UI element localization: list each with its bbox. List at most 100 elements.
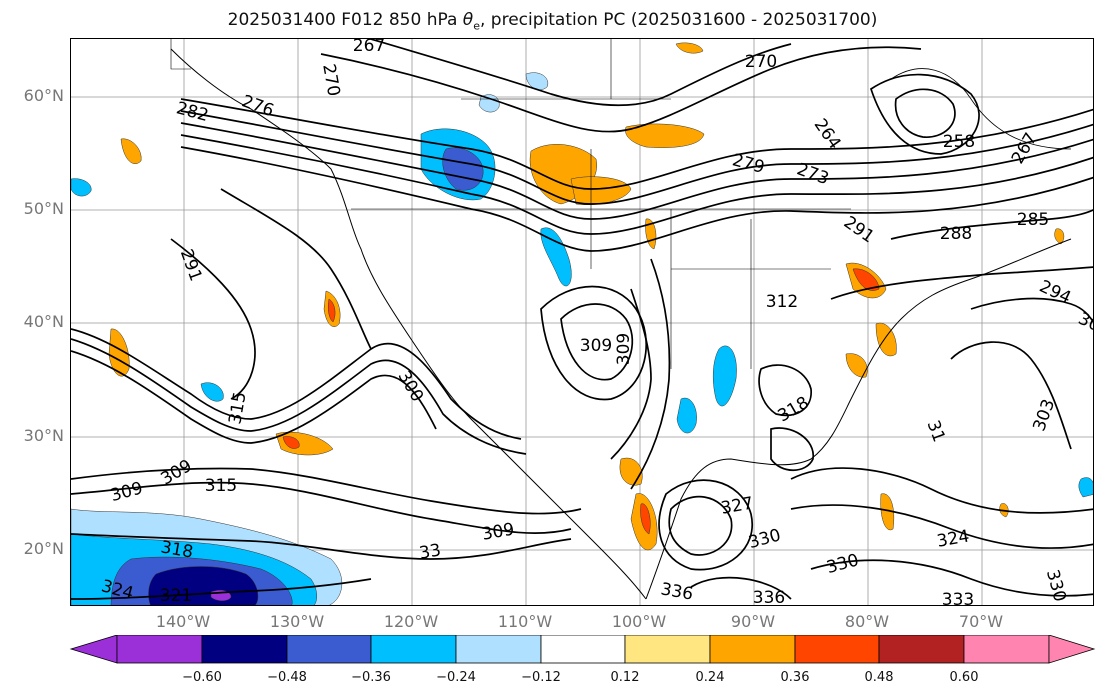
title-var-subscript: e <box>473 19 480 33</box>
colorbar-bin <box>540 635 626 664</box>
contour-label: 315 <box>205 476 237 496</box>
contour-line <box>71 328 522 440</box>
contour-line <box>71 350 437 444</box>
title-var-symbol: θ <box>462 10 474 30</box>
contour-line <box>658 479 754 571</box>
canada-borders <box>170 39 671 100</box>
lon-label-70w: 70°W <box>958 612 1004 631</box>
contour-label: 288 <box>940 224 972 244</box>
colorbar-bin <box>201 635 288 664</box>
colorbar-tick: −0.24 <box>436 670 476 685</box>
contour-label: 276 <box>239 91 276 121</box>
map-svg: 267 270 270 276 282 264 258 267 279 273 … <box>71 39 1094 606</box>
coastlines <box>170 39 1072 600</box>
colorbar-bin <box>963 635 1050 664</box>
contour-label: 30 <box>1075 309 1094 336</box>
contour-line <box>758 364 812 417</box>
lat-label-60n: 60°N <box>23 86 64 105</box>
contour-label: 309 <box>480 519 515 544</box>
colorbar-tick: 0.36 <box>780 670 810 685</box>
colorbar-extend-low <box>69 635 118 664</box>
colorbar-bin <box>286 635 372 664</box>
pc-positive-area <box>625 123 705 148</box>
contour-label: 336 <box>753 588 785 606</box>
lon-label-80w: 80°W <box>844 612 890 631</box>
contour-label: 267 <box>1008 129 1042 167</box>
precip-pc-shading <box>71 42 1093 605</box>
contour-line <box>220 188 372 350</box>
pc-positive-area <box>282 436 300 449</box>
pc-negative-area <box>540 227 572 287</box>
contour-label: 315 <box>225 390 250 425</box>
colorbar-bin <box>794 635 880 664</box>
contour-line <box>894 88 956 138</box>
contour-label: 300 <box>394 367 428 405</box>
pc-negative-area <box>676 397 697 434</box>
west-coastline <box>170 48 647 600</box>
lon-label-100w: 100°W <box>611 612 667 631</box>
contour-label: 330 <box>1042 567 1070 604</box>
contour-line <box>180 146 1093 252</box>
pc-positive-area <box>327 298 336 323</box>
colorbar-bin <box>370 635 457 664</box>
contour-label: 321 <box>160 586 192 606</box>
contour-line <box>790 504 1093 549</box>
colorbar <box>69 635 1096 664</box>
lon-label-90w: 90°W <box>730 612 776 631</box>
contour-line <box>320 46 922 133</box>
colorbar-bin <box>878 635 965 664</box>
contour-line <box>869 73 980 155</box>
gulf-east-coastline <box>645 238 1072 600</box>
contour-line <box>540 285 648 401</box>
contour-line <box>890 209 1093 240</box>
pc-positive-area <box>619 457 643 486</box>
colorbar-tick: 0.60 <box>949 670 979 685</box>
lon-label-120w: 120°W <box>383 612 439 631</box>
theta-e-contours <box>71 39 1093 600</box>
colorbar-bin <box>116 635 203 664</box>
contour-line <box>180 122 1093 220</box>
contour-label: 291 <box>176 247 206 284</box>
lat-label-40n: 40°N <box>23 312 64 331</box>
colorbar-bin <box>709 635 796 664</box>
contour-label: 309 <box>108 478 145 506</box>
pc-negative-area <box>200 382 224 402</box>
contour-label: 324 <box>935 526 970 551</box>
contour-label: 333 <box>942 590 974 606</box>
contour-label: 309 <box>614 333 634 365</box>
contour-line <box>370 39 792 107</box>
contour-line <box>970 297 1093 323</box>
contour-line <box>830 266 1093 300</box>
contour-line <box>810 559 1093 597</box>
colorbar-extend-high <box>1048 635 1096 664</box>
contour-label: 330 <box>824 550 861 578</box>
contour-label: 303 <box>1029 397 1059 434</box>
contour-line <box>71 578 372 600</box>
title-suffix: , precipitation PC (2025031600 - 2025031… <box>479 10 878 30</box>
pc-positive-area <box>845 353 868 378</box>
colorbar-bin <box>455 635 542 664</box>
contour-line <box>668 495 733 556</box>
contour-line <box>790 467 1093 514</box>
pc-negative-area <box>712 345 737 407</box>
contour-label: 327 <box>719 493 754 518</box>
colorbar-tick: 0.12 <box>610 670 640 685</box>
pc-positive-area <box>120 138 142 164</box>
contour-line <box>71 481 572 534</box>
pc-positive-area <box>875 322 897 357</box>
lat-label-20n: 20°N <box>23 539 64 558</box>
contour-line <box>610 288 652 460</box>
contour-line <box>560 303 634 381</box>
contour-line <box>770 427 814 472</box>
pc-negative-area <box>71 178 92 197</box>
lon-label-140w: 140°W <box>155 612 211 631</box>
contour-line <box>180 110 1093 205</box>
colorbar-tick: −0.48 <box>267 670 307 685</box>
pc-negative-area <box>478 94 500 113</box>
contour-label: 270 <box>745 52 777 72</box>
pc-positive-area <box>675 42 704 54</box>
contour-label: 31 <box>923 418 949 445</box>
contour-line <box>180 134 1093 235</box>
figure-title: 2025031400 F012 850 hPa θe, precipitatio… <box>0 10 1105 32</box>
pc-positive-area <box>108 328 130 377</box>
